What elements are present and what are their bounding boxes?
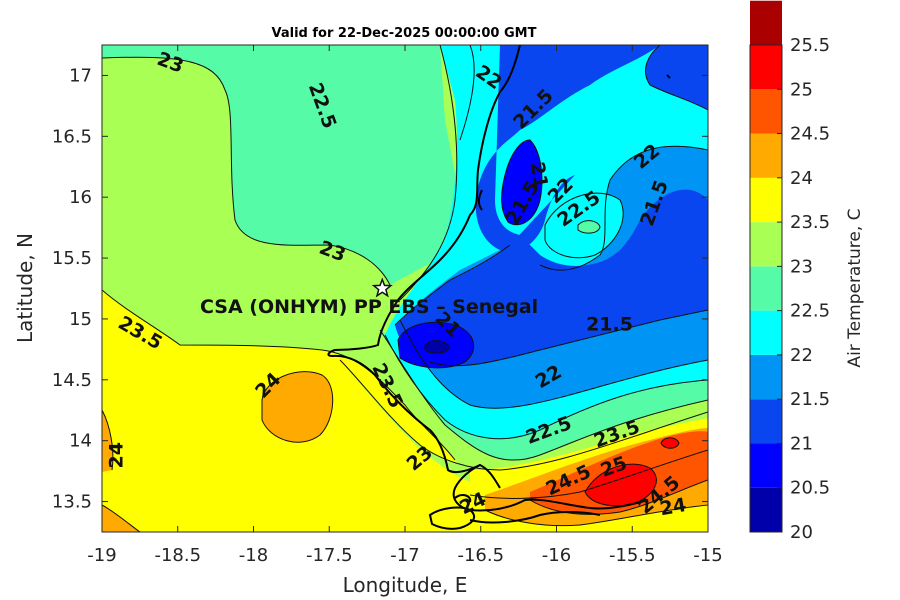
colorbar-tick-label: 22 [790,345,813,366]
band-25-25.5-dot [661,437,679,449]
map-title: Valid for 22-Dec-2025 00:00:00 GMT [272,26,537,41]
y-tick-label: 13.5 [52,492,92,513]
y-axis-ticks: 17 16.5 16 15.5 15 14.5 14 13.5 [52,65,708,513]
colorbar-tick-label: 20.5 [790,478,830,499]
colorbar-swatch [750,266,782,311]
band-21-21.5 [395,45,708,366]
colorbar-tick-label: 24 [790,168,813,189]
colorbar-tick-label: 21.5 [790,389,830,410]
colorbar-tick-label: 23.5 [790,212,830,233]
contour-label: 21.5 [586,314,633,336]
contour-label: 24 [106,442,128,468]
y-tick-label: 15 [69,309,92,330]
colorbar-swatch [750,310,782,355]
x-tick-label: -17 [390,545,419,566]
x-tick-label: -15 [693,545,722,566]
band-25-25.5-southeast [585,464,657,506]
colorbar-tick-label: 24.5 [790,124,830,145]
colorbar-label: Air Temperature, C [845,208,865,367]
colorbar-tick-label: 25 [790,79,813,100]
y-tick-label: 15.5 [52,248,92,269]
y-tick-label: 16 [69,187,92,208]
contour-label: 21 [526,160,552,190]
band-21-21.5-northeast [645,45,708,110]
y-tick-label: 16.5 [52,126,92,147]
x-tick-label: -18 [239,545,268,566]
colorbar-swatch [750,0,782,46]
y-axis-label: Latitude, N [13,233,37,343]
colorbar-swatch [750,399,782,444]
colorbar-tick-label: 20 [790,522,813,543]
x-tick-label: -16 [542,545,571,566]
band-20-20.5 [425,340,450,354]
x-axis-ticks: -19 -18.5 -18 -17.5 -17 -16.5 -16 -15.5 -15 [87,45,723,566]
colorbar-swatch [750,177,782,223]
coastline [327,45,671,530]
colorbar-swatch [750,443,782,488]
band-23.5-24 [102,290,708,532]
colorbar-swatch [750,133,782,178]
x-tick-label: -15.5 [609,545,656,566]
band-22.5-23-island [578,220,600,234]
x-tick-label: -18.5 [154,545,201,566]
temperature-map [102,45,708,532]
colorbar-tick-label: 25.5 [790,35,830,56]
band-22.5-23-north [102,45,460,285]
star-icon [371,277,393,298]
x-tick-label: -17.5 [306,545,353,566]
band-20.5-21-north [501,140,542,225]
colorbar-frame [749,44,783,533]
colorbar-tick-label: 21 [790,433,813,454]
colorbar-tick-label: 22.5 [790,301,830,322]
site-marker: CSA (ONHYM) PP EBS – Senegal [200,277,538,318]
y-tick-label: 14.5 [52,370,92,391]
band-24-blob [262,371,333,443]
site-label: CSA (ONHYM) PP EBS – Senegal [200,296,538,318]
y-tick-label: 17 [69,65,92,86]
x-axis-label: Longitude, E [343,573,468,597]
colorbar-swatch [750,45,782,90]
colorbar-swatch [750,222,782,267]
x-tick-label: -19 [87,545,116,566]
y-tick-label: 14 [69,431,92,452]
colorbar-tick-label: 23 [790,256,813,277]
colorbar-swatch [750,89,782,134]
colorbar-ticks: 20 20.5 21 21.5 22 22.5 23 23.5 24 24.5 25 25.5 [777,35,830,543]
colorbar-swatch [750,487,782,532]
colorbar [750,0,782,532]
contour-label: 24 [658,494,688,520]
colorbar-swatch [750,354,782,400]
x-tick-label: -16.5 [457,545,504,566]
